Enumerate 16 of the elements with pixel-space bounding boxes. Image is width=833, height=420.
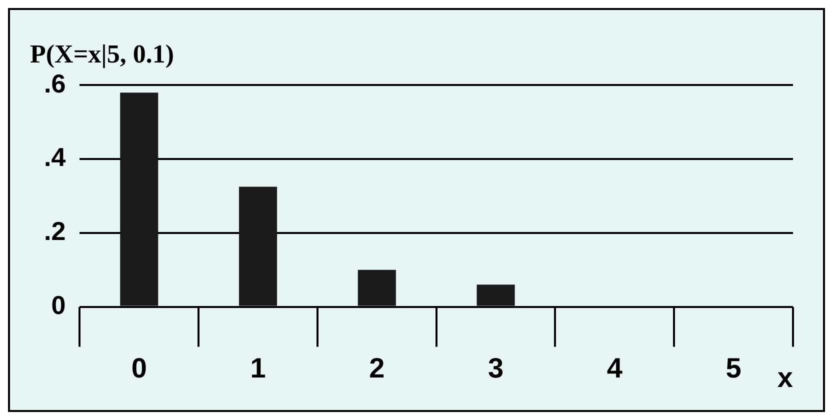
- bar: [120, 92, 158, 306]
- y-tick-label: .4: [44, 142, 66, 172]
- y-tick-label: .6: [44, 68, 66, 98]
- y-tick-label: .2: [44, 216, 66, 246]
- x-tick-label: 2: [369, 352, 385, 384]
- bar: [358, 270, 396, 306]
- bar: [476, 284, 515, 306]
- x-tick-label: 5: [726, 352, 742, 384]
- x-tick-label: 4: [606, 352, 623, 384]
- x-tick-label: 1: [250, 352, 266, 384]
- x-tick-label: 0: [131, 352, 147, 384]
- x-tick-label: 3: [488, 352, 504, 384]
- chart-title: P(X=x|5, 0.1): [30, 39, 174, 68]
- bar: [238, 186, 278, 306]
- x-axis-title: x: [777, 362, 794, 393]
- y-tick-label: 0: [51, 290, 66, 320]
